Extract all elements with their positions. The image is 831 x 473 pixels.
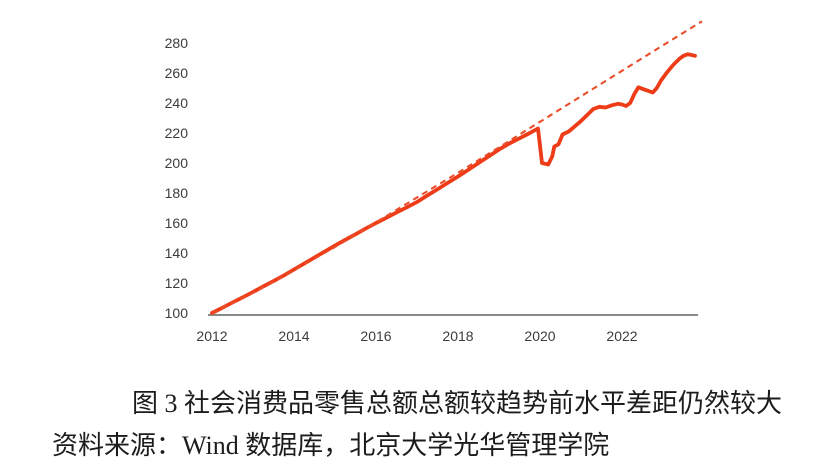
x-tick-label: 2018 xyxy=(442,328,473,344)
x-axis-tick-labels: 2012 2014 2016 2018 2020 2022 xyxy=(196,328,637,344)
x-tick-label: 2022 xyxy=(606,328,637,344)
x-tick-label: 2012 xyxy=(196,328,227,344)
x-tick-label: 2020 xyxy=(524,328,555,344)
y-tick-label: 140 xyxy=(165,245,189,261)
retail-sales-line-chart: 280 260 240 220 200 180 160 140 120 100 … xyxy=(165,20,703,344)
y-tick-label: 240 xyxy=(165,95,189,111)
y-tick-label: 200 xyxy=(165,155,189,171)
actual-series-line xyxy=(210,52,697,315)
x-tick-label: 2016 xyxy=(360,328,391,344)
y-tick-label: 280 xyxy=(165,35,189,51)
y-tick-label: 180 xyxy=(165,185,189,201)
figure-caption: 图 3 社会消费品零售总额总额较趋势前水平差距仍然较大 xyxy=(132,389,783,418)
y-tick-label: 100 xyxy=(165,305,189,321)
y-axis-tick-labels: 280 260 240 220 200 180 160 140 120 100 xyxy=(165,35,189,321)
y-tick-label: 120 xyxy=(165,275,189,291)
x-tick-label: 2014 xyxy=(278,328,309,344)
figure-source-line: 资料来源：Wind 数据库，北京大学光华管理学院 xyxy=(52,431,610,460)
y-tick-label: 260 xyxy=(165,65,189,81)
y-tick-label: 220 xyxy=(165,125,189,141)
y-tick-label: 160 xyxy=(165,215,189,231)
trend-series-line xyxy=(211,20,703,314)
